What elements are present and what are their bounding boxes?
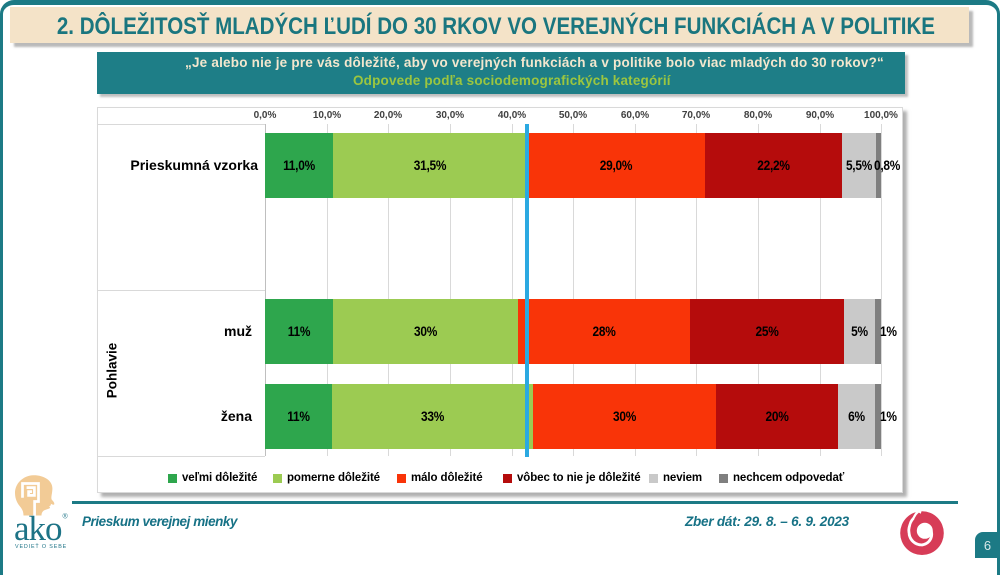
svg-text:ako: ako: [14, 509, 62, 548]
svg-text:VEDIEŤ O SEBE: VEDIEŤ O SEBE: [15, 542, 67, 550]
svg-text:®: ®: [63, 513, 69, 521]
